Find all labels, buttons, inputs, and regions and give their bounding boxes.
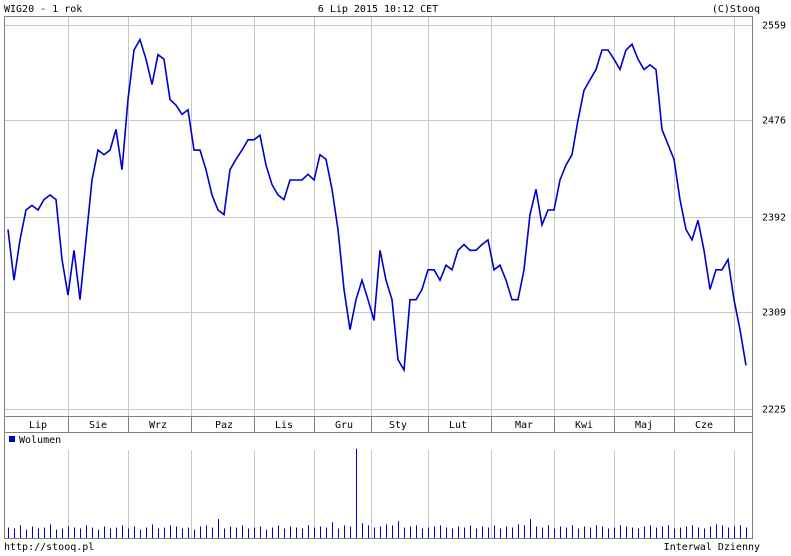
volume-panel — [4, 432, 753, 539]
legend-label: Wolumen — [19, 435, 61, 446]
x-tick-label: Sie — [89, 420, 107, 431]
x-tick-label: Maj — [635, 420, 653, 431]
chart-date: 6 Lip 2015 10:12 CET — [318, 4, 438, 15]
x-tick-label: Paz — [215, 420, 233, 431]
y-tick-label: 2559 — [762, 21, 786, 32]
x-tick-label: Sty — [389, 420, 407, 431]
x-tick-label: Lis — [275, 420, 293, 431]
y-tick-label: 2309 — [762, 308, 786, 319]
chart-title: WIG20 - 1 rok — [4, 4, 82, 15]
copyright: (C)Stooq — [712, 4, 760, 15]
x-tick-label: Cze — [695, 420, 713, 431]
x-tick-label: Kwi — [575, 420, 593, 431]
price-panel — [4, 16, 753, 417]
footer-interval: Interwal Dzienny — [664, 542, 760, 553]
x-tick-label: Lut — [449, 420, 467, 431]
x-tick-label: Lip — [29, 420, 47, 431]
y-tick-label: 2476 — [762, 116, 786, 127]
legend-swatch — [9, 436, 15, 442]
x-tick-label: Wrz — [149, 420, 167, 431]
x-tick-label: Mar — [515, 420, 533, 431]
y-tick-label: 2225 — [762, 405, 786, 416]
y-tick-label: 2392 — [762, 213, 786, 224]
price-line — [7, 37, 747, 373]
footer-url: http://stooq.pl — [4, 542, 94, 553]
x-tick-label: Gru — [335, 420, 353, 431]
